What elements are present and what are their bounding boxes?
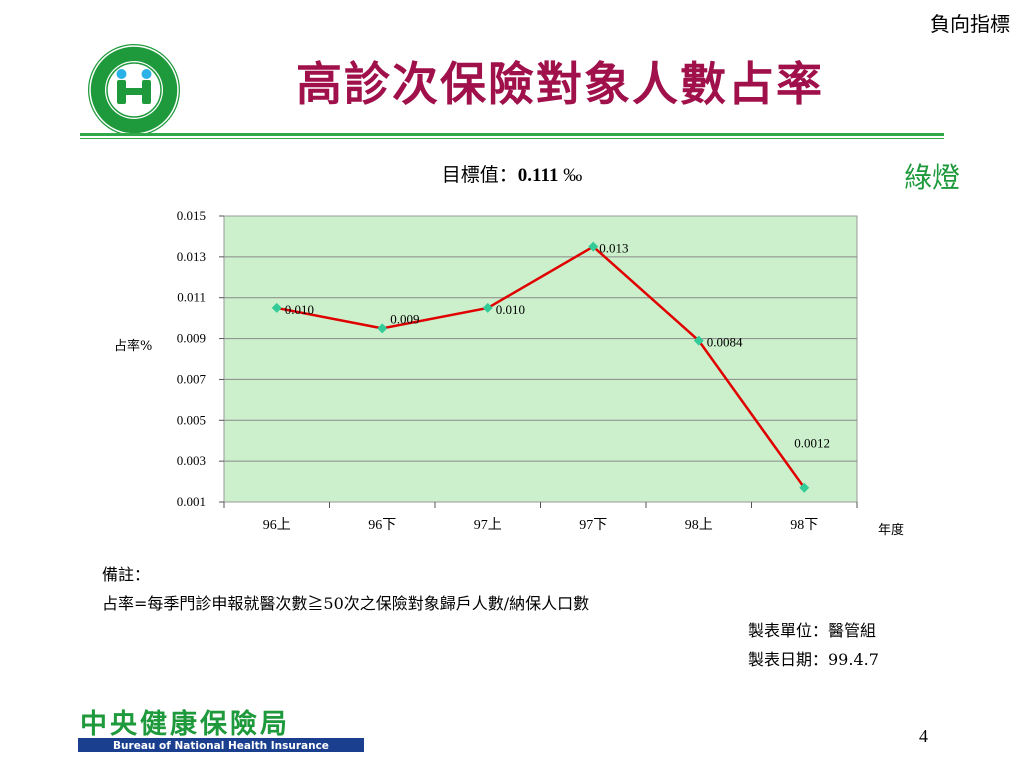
bureau-name-cn: 中央健康保險局	[80, 708, 290, 740]
indicator-type-tag: 負向指標	[930, 12, 1010, 36]
y-tick-label: 0.005	[177, 412, 206, 427]
target-unit: ‰	[558, 165, 583, 186]
y-axis-label: 占率%	[114, 338, 152, 354]
y-tick-label: 0.003	[177, 453, 206, 468]
x-tick-label: 96上	[263, 517, 291, 533]
maker-unit: 製表單位：醫管組	[748, 621, 877, 640]
notes-definition: 占率=每季門診申報就醫次數≧50次之保險對象歸戶人數/納保人口數	[102, 594, 590, 613]
data-markers	[271, 241, 810, 493]
data-label: 0.010	[496, 302, 525, 317]
page-number: 4	[919, 726, 928, 746]
page-title: 高診次保險對象人數占率	[296, 57, 824, 111]
line-chart: 0.015 0.013 0.011 0.009 0.007 0.005 0.003 0.001…	[114, 208, 904, 538]
y-tick-labels: 0.015 0.013 0.011 0.009 0.007 0.005 0.003 0.001	[177, 208, 207, 509]
x-tick-labels: 96上 96下 97上 97下 98上 98下	[263, 517, 819, 533]
target-value-line: 目標值：0.111 ‰	[0, 160, 1024, 187]
target-label: 目標值：	[441, 165, 518, 186]
data-point	[693, 335, 704, 346]
gridlines	[219, 215, 858, 508]
maker-info: 製表單位：醫管組 製表日期：99.4.7	[748, 616, 879, 674]
x-tick-label: 98上	[685, 517, 713, 533]
y-tick-label: 0.007	[177, 371, 207, 386]
data-point	[588, 241, 599, 252]
y-tick-label: 0.009	[177, 331, 206, 346]
plot-area	[223, 215, 858, 503]
title-divider	[80, 133, 944, 136]
status-badge: 綠燈	[903, 161, 960, 194]
data-point	[799, 482, 810, 493]
x-axis-label: 年度	[878, 522, 904, 538]
data-label: 0.009	[390, 311, 419, 326]
data-point	[377, 323, 388, 334]
bureau-logo: 中央健康保險局 Bureau of National Health Insura…	[78, 708, 364, 752]
y-tick-label: 0.015	[177, 208, 206, 223]
data-label: 0.013	[599, 241, 628, 256]
bureau-name-en: Bureau of National Health Insurance	[113, 740, 329, 752]
title-divider-thin	[80, 138, 944, 139]
data-label: 0.0084	[707, 335, 743, 350]
data-point	[482, 302, 493, 313]
maker-date: 製表日期：99.4.7	[748, 650, 879, 669]
y-tick-label: 0.001	[177, 494, 206, 509]
notes-block: 備註： 占率=每季門診申報就醫次數≧50次之保險對象歸戶人數/納保人口數	[102, 560, 589, 618]
data-point	[271, 302, 282, 313]
nhi-logo	[88, 44, 180, 136]
target-value: 0.111	[517, 165, 559, 186]
x-tick-label: 96下	[368, 518, 396, 533]
x-tick-label: 97下	[579, 518, 607, 533]
y-tick-label: 0.013	[177, 249, 206, 264]
series-line	[276, 245, 806, 489]
data-label: 0.010	[285, 302, 314, 317]
data-labels: 0.010 0.009 0.010 0.013 0.0084 0.0012	[285, 241, 830, 451]
x-tick-label: 97上	[474, 517, 502, 533]
x-tick-label: 98下	[790, 518, 818, 533]
data-label: 0.0012	[794, 436, 830, 451]
y-tick-label: 0.011	[177, 290, 206, 305]
notes-heading: 備註：	[102, 565, 151, 584]
